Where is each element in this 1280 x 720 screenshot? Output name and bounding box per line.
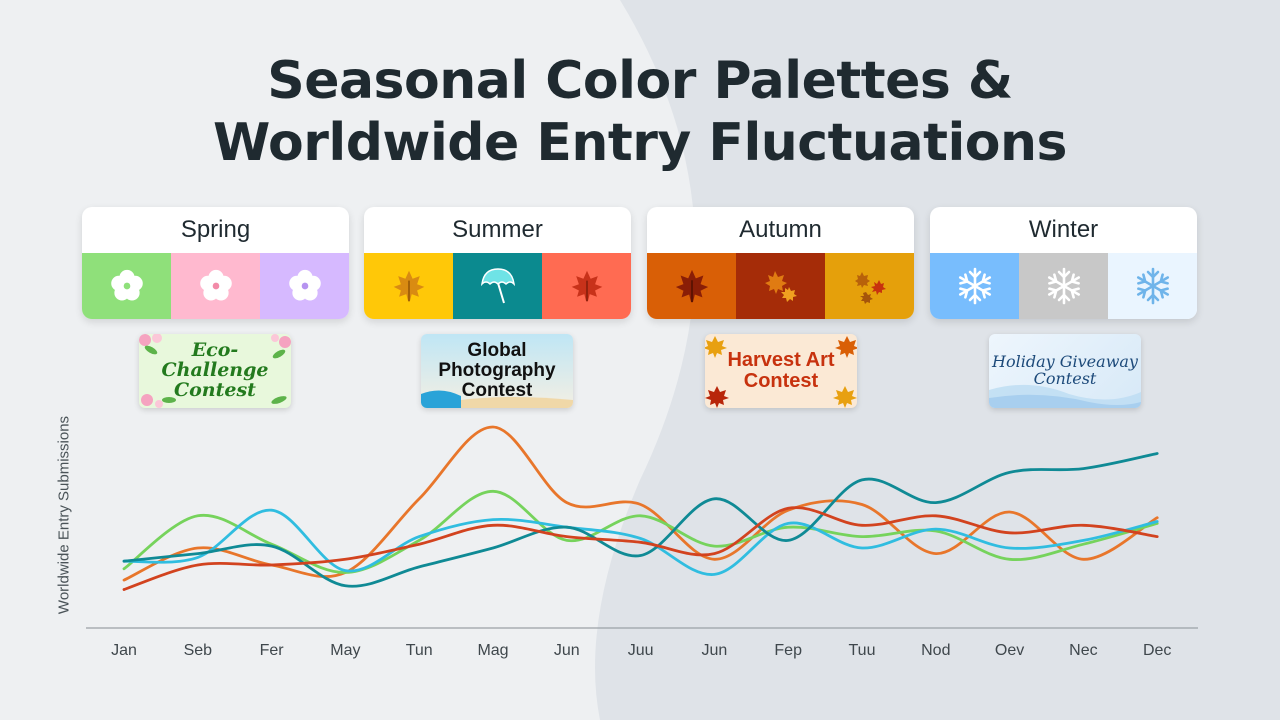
- color-swatch: [542, 253, 631, 319]
- palette-swatches: [930, 253, 1197, 319]
- season-name: Spring: [180, 216, 251, 243]
- snowflake-icon: [958, 267, 991, 305]
- season-card-winter: Winter: [930, 207, 1197, 319]
- blossom-icon: [110, 269, 143, 301]
- contest-title-line: Contest: [461, 379, 533, 401]
- snowflake-icon: [1047, 267, 1080, 305]
- x-tick-label: Jun: [702, 642, 728, 659]
- contest-title-line: Photography: [438, 360, 556, 382]
- contest-badge-global-photography: Global Photography Contest: [421, 334, 573, 408]
- frost-wave-icon: [989, 384, 1141, 408]
- season-name: Winter: [1028, 216, 1099, 243]
- contest-badge-harvest-art: Harvest Art Contest: [705, 334, 857, 408]
- beach-wave-icon: [421, 390, 573, 408]
- color-swatch: [1108, 253, 1197, 319]
- umbrella-icon: [480, 268, 515, 304]
- series-line-1: [122, 425, 1159, 582]
- contest-badge-eco-challenge: Eco-Challenge Contest: [139, 334, 291, 408]
- season-card-autumn: Autumn: [647, 207, 914, 319]
- x-tick-label: May: [330, 642, 360, 659]
- x-tick-label: Tuu: [849, 642, 876, 659]
- season-name: Summer: [452, 216, 543, 243]
- color-swatch: [82, 253, 171, 319]
- x-tick-label: Juu: [628, 642, 654, 659]
- color-swatch: [825, 253, 914, 319]
- maple-leaf-icon: [675, 269, 708, 303]
- season-card-summer: Summer: [364, 207, 631, 319]
- blossom-border-icon: [139, 334, 291, 408]
- contest-title-line: Contest: [743, 370, 819, 392]
- color-swatch: [736, 253, 825, 319]
- color-swatch: [1019, 253, 1108, 319]
- series-line-3: [122, 508, 1159, 576]
- contest-title-line: Holiday Giveaway: [992, 352, 1138, 372]
- contest-title-line: Eco-Challenge: [161, 339, 269, 382]
- x-tick-label: Dec: [1143, 642, 1171, 659]
- blossom-icon: [199, 269, 232, 301]
- x-tick-label: Fep: [774, 642, 802, 659]
- x-tick-label: Nod: [921, 642, 950, 659]
- palette-swatches: [647, 253, 914, 319]
- color-swatch: [930, 253, 1019, 319]
- color-swatch: [647, 253, 736, 319]
- season-name: Autumn: [739, 216, 822, 243]
- autumn-leaves-border-icon: [705, 336, 857, 408]
- palette-swatches: [82, 253, 349, 319]
- x-tick-label: Oev: [995, 642, 1024, 659]
- contest-badge-holiday-giveaway: Holiday Giveaway Contest: [989, 334, 1141, 408]
- x-tick-label: Jan: [111, 642, 137, 659]
- color-swatch: [260, 253, 349, 319]
- x-tick-label: Tun: [406, 642, 433, 659]
- x-tick-label: Nec: [1069, 642, 1097, 659]
- page-title: Seasonal Color Palettes & Worldwide Entr…: [0, 50, 1280, 174]
- leaves-icon: [854, 272, 886, 304]
- color-swatch: [364, 253, 453, 319]
- x-tick-label: Fer: [260, 642, 285, 659]
- contest-title-line: Contest: [174, 378, 256, 401]
- series-line-5: [122, 506, 1159, 591]
- maple-leaf-icon: [393, 270, 424, 302]
- x-tick-label: Seb: [184, 642, 213, 659]
- palette-swatches: [364, 253, 631, 319]
- snowflake-icon: [1136, 267, 1169, 305]
- color-swatch: [171, 253, 260, 319]
- season-card-spring: Spring: [82, 207, 349, 319]
- title-line-1: Seasonal Color Palettes &: [267, 51, 1013, 111]
- blossom-icon: [288, 269, 321, 301]
- x-tick-label: Mag: [477, 642, 508, 659]
- color-swatch: [453, 253, 542, 319]
- maple-leaf-icon: [571, 270, 602, 302]
- x-tick-label: Jun: [554, 642, 580, 659]
- leaves-icon: [764, 271, 797, 302]
- contest-title-line: Contest: [1033, 369, 1097, 388]
- contest-title-line: Harvest Art: [727, 349, 835, 371]
- contest-title-line: Global: [467, 340, 527, 362]
- title-line-2: Worldwide Entry Fluctuations: [213, 113, 1067, 173]
